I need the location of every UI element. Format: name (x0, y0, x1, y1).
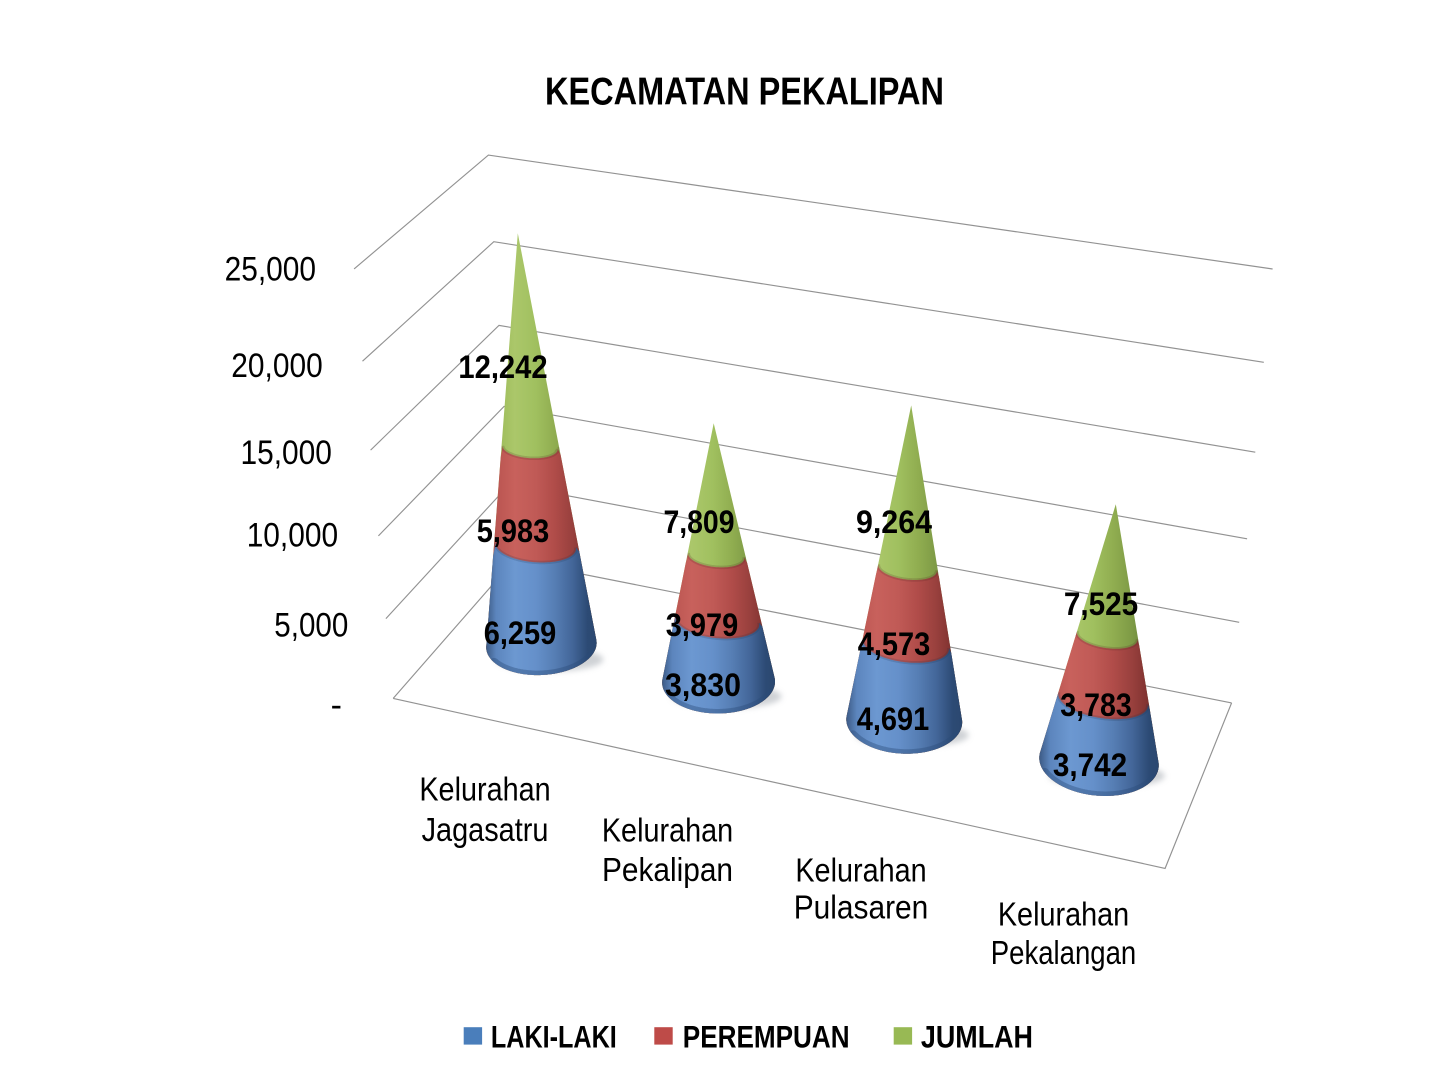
svg-text:4,573: 4,573 (858, 626, 931, 662)
svg-text:Kelurahan: Kelurahan (795, 852, 926, 889)
svg-text:Kelurahan: Kelurahan (602, 812, 733, 849)
svg-text:3,830: 3,830 (665, 667, 741, 703)
svg-text:-: - (331, 686, 342, 724)
svg-text:9,264: 9,264 (856, 504, 932, 540)
svg-text:7,525: 7,525 (1064, 586, 1138, 622)
svg-text:15,000: 15,000 (241, 434, 332, 472)
svg-text:25,000: 25,000 (225, 251, 316, 289)
svg-text:Jagasatru: Jagasatru (422, 811, 549, 848)
svg-text:3,979: 3,979 (666, 607, 739, 643)
svg-text:Pekalipan: Pekalipan (602, 851, 733, 888)
svg-text:5,000: 5,000 (274, 607, 348, 645)
svg-text:Kelurahan: Kelurahan (419, 771, 550, 808)
svg-text:JUMLAH: JUMLAH (921, 1018, 1033, 1054)
svg-text:20,000: 20,000 (231, 347, 322, 385)
svg-text:Kelurahan: Kelurahan (998, 896, 1129, 933)
svg-text:12,242: 12,242 (458, 349, 547, 385)
svg-text:KECAMATAN PEKALIPAN: KECAMATAN PEKALIPAN (545, 71, 944, 114)
svg-text:4,691: 4,691 (857, 701, 930, 737)
svg-text:Pekalangan: Pekalangan (991, 934, 1136, 971)
svg-text:7,809: 7,809 (663, 504, 734, 540)
svg-text:5,983: 5,983 (477, 513, 550, 549)
svg-text:3,742: 3,742 (1053, 747, 1127, 783)
svg-text:PEREMPUAN: PEREMPUAN (683, 1018, 850, 1054)
svg-text:LAKI-LAKI: LAKI-LAKI (491, 1018, 617, 1054)
svg-text:10,000: 10,000 (247, 517, 338, 555)
svg-text:3,783: 3,783 (1060, 687, 1131, 723)
svg-text:Pulasaren: Pulasaren (794, 889, 929, 926)
svg-text:6,259: 6,259 (484, 615, 557, 651)
